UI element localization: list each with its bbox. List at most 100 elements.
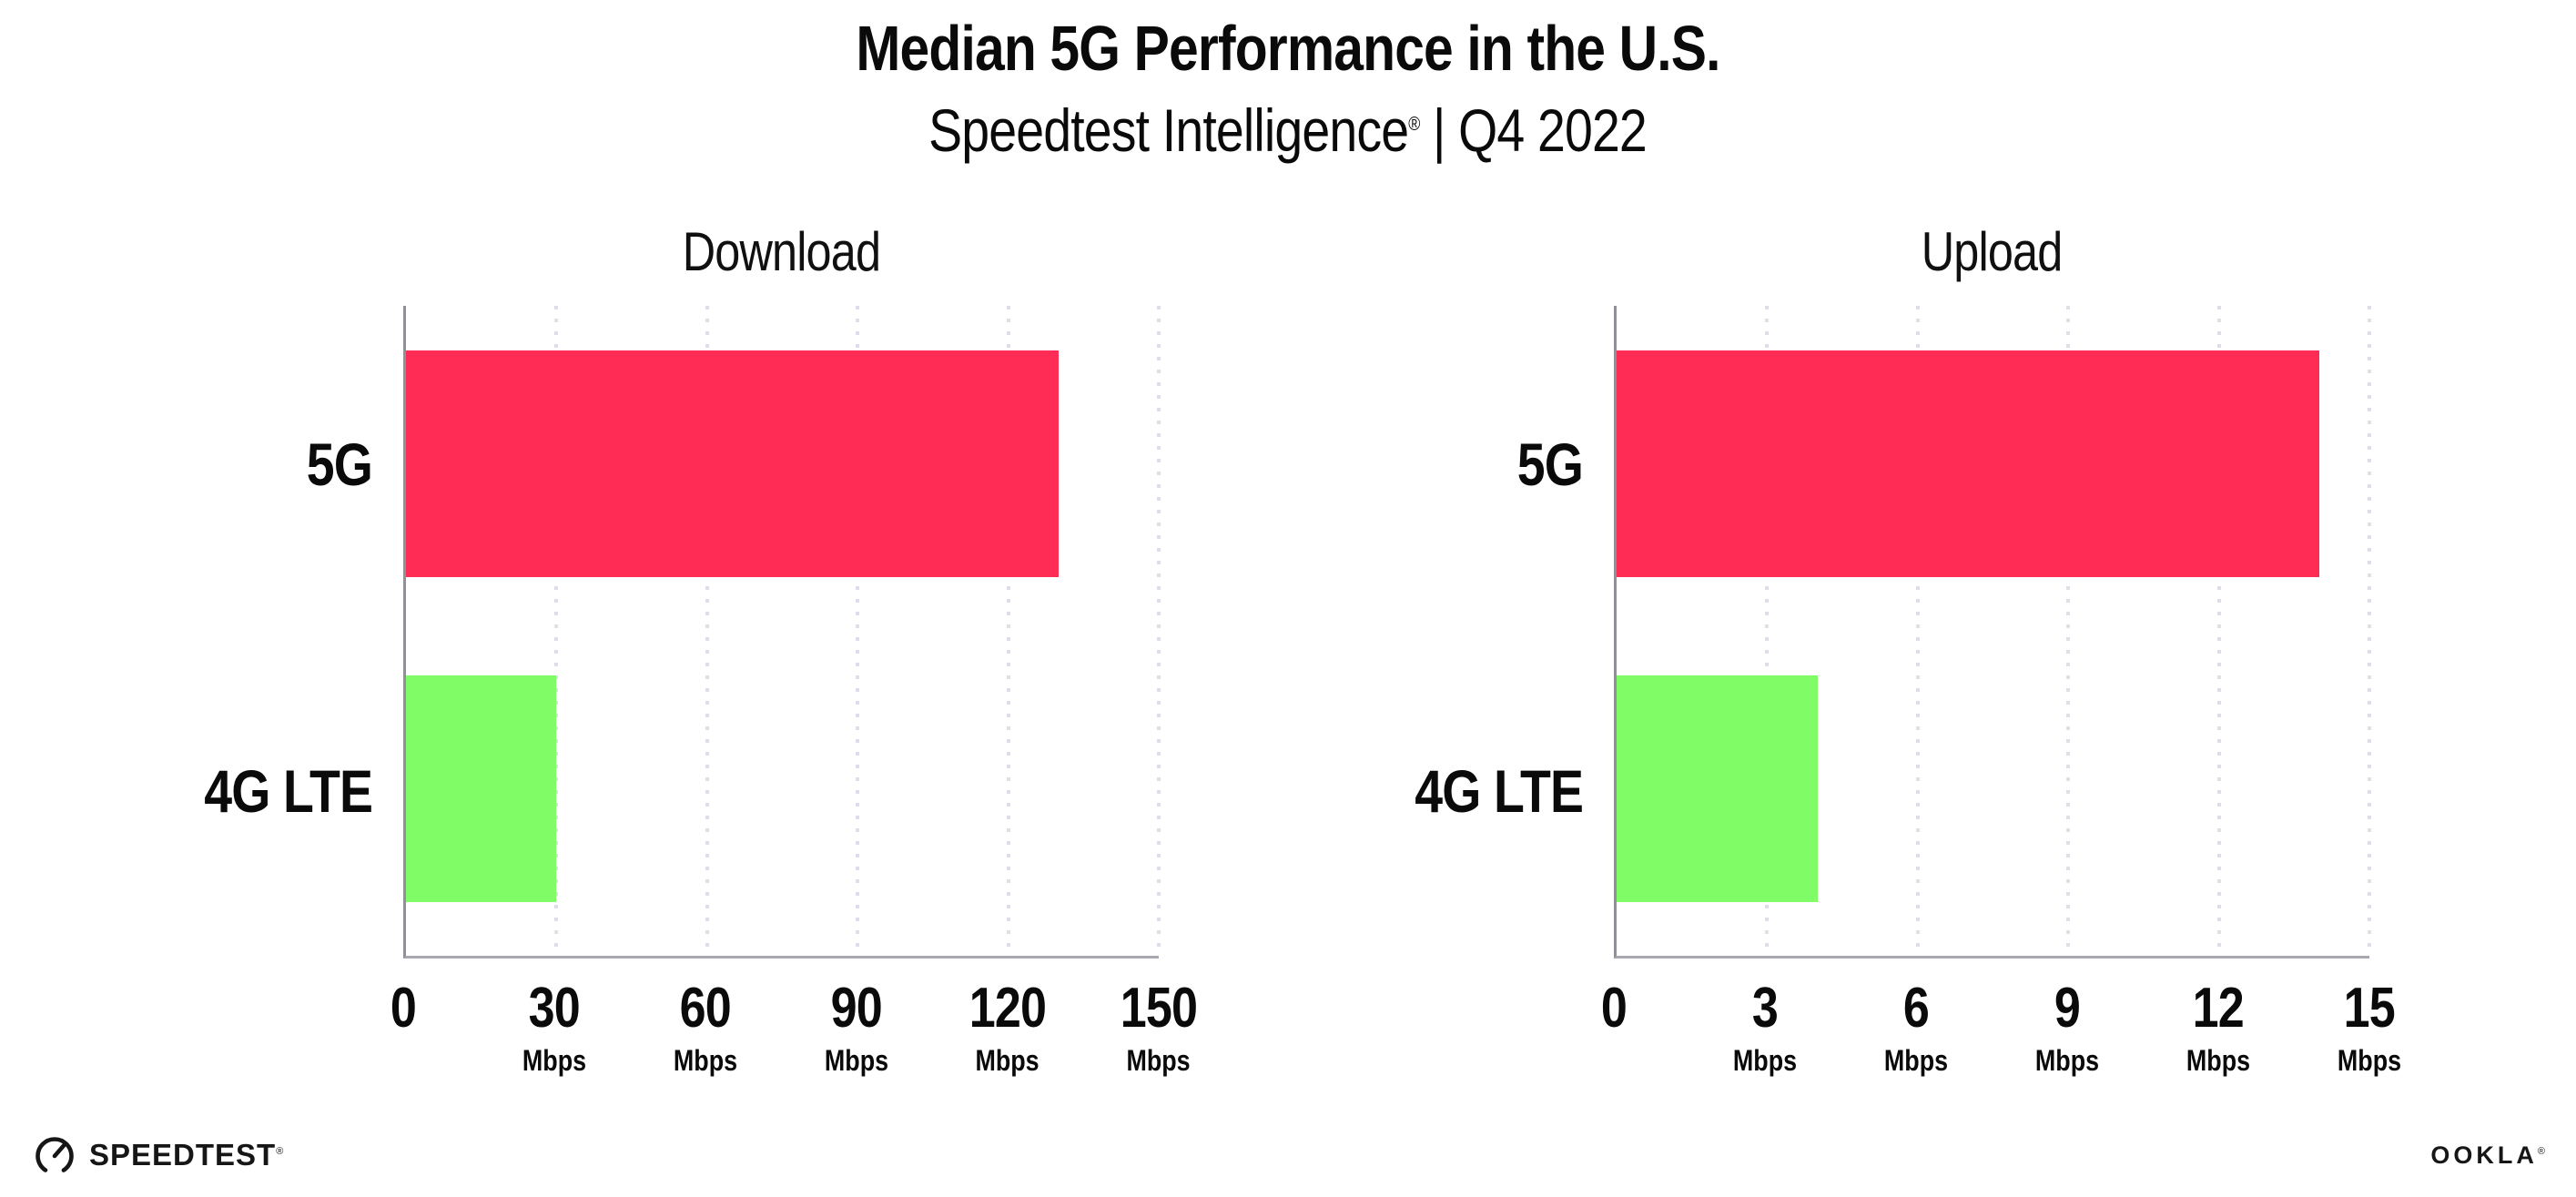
x-tick-label-text: 150 <box>1120 977 1198 1040</box>
x-tick-label-text: 0 <box>390 977 417 1040</box>
x-tick-label-text: 60 <box>679 977 732 1040</box>
x-tick-label-text: 12 <box>2192 977 2245 1040</box>
bar-5g-upload <box>1617 350 2319 578</box>
bar-4g-lte-upload <box>1617 675 1818 903</box>
speedtest-gauge-icon <box>35 1137 74 1175</box>
x-tick-label: 90 <box>827 980 887 1037</box>
page-title-text: Median 5G Performance in the U.S. <box>856 13 1720 84</box>
gridline-90-mbps-download <box>856 306 860 956</box>
page-subtitle: Speedtest Intelligence® | Q4 2022 <box>0 100 2576 160</box>
gridline-60-mbps-download <box>705 306 709 956</box>
x-tick-unit-text: Mbps <box>2034 1044 2100 1077</box>
chart-title-text-upload: Upload <box>1921 221 2064 282</box>
x-tick-label-text: 15 <box>2343 977 2396 1040</box>
x-tick-unit-text: Mbps <box>673 1044 738 1077</box>
gridline-15-mbps-upload <box>2368 306 2371 956</box>
x-tick-unit: Mbps <box>667 1046 744 1075</box>
bar-4g-lte-download <box>406 675 557 903</box>
x-tick-unit-text: Mbps <box>2186 1044 2251 1077</box>
ookla-wordmark: OOKLA® <box>2430 1141 2549 1169</box>
x-tick-30-download: 30 Mbps <box>516 980 593 1076</box>
ookla-logo: OOKLA® <box>2430 1141 2549 1170</box>
x-tick-label: 150 <box>1113 980 1204 1037</box>
gridline-120-mbps-download <box>1006 306 1010 956</box>
page-subtitle-text: Speedtest Intelligence® | Q4 2022 <box>929 100 1648 160</box>
category-labels-download: 5G 4G LTE <box>139 306 403 959</box>
subtitle-brand: Speedtest Intelligence <box>928 96 1410 164</box>
x-tick-label: 15 <box>2339 980 2400 1037</box>
x-tick-6-upload: 6 Mbps <box>1878 980 1954 1076</box>
gridline-3-mbps-upload <box>1765 306 1770 956</box>
category-label-5g-download: 5G <box>306 431 373 499</box>
speedtest-logo: SPEEDTEST® <box>33 1133 284 1177</box>
x-tick-9-upload: 9 Mbps <box>2029 980 2105 1076</box>
x-tick-label-text: 6 <box>1902 977 1930 1040</box>
x-tick-label-text: 90 <box>830 977 883 1040</box>
page-title: Median 5G Performance in the U.S. <box>0 16 2576 80</box>
x-tick-60-download: 60 Mbps <box>667 980 744 1076</box>
category-label-5g-upload: 5G <box>1516 431 1584 499</box>
subtitle-period: | Q4 2022 <box>1419 96 1648 164</box>
x-tick-label: 60 <box>675 980 736 1037</box>
x-tick-unit: Mbps <box>969 1046 1046 1075</box>
gridline-9-mbps-upload <box>2066 306 2071 956</box>
x-tick-unit-text: Mbps <box>1883 1044 1949 1077</box>
ookla-registered-mark-icon: ® <box>2537 1145 2549 1157</box>
x-tick-120-download: 120 Mbps <box>962 980 1053 1076</box>
speedtest-wordmark-text: SPEEDTEST <box>89 1138 277 1172</box>
x-tick-label: 6 <box>1901 980 1931 1037</box>
x-tick-unit: Mbps <box>1727 1046 1803 1075</box>
x-tick-label: 12 <box>2188 980 2249 1037</box>
speedtest-wordmark: SPEEDTEST® <box>89 1138 284 1172</box>
chart-download: Download 5G 4G LTE 0 30 Mbps 60 Mbps 90 Mbps 120 Mb… <box>139 217 1198 1095</box>
x-tick-unit: Mbps <box>818 1046 895 1075</box>
chart-title-upload: Upload <box>1614 217 2369 306</box>
x-tick-unit: Mbps <box>1878 1046 1954 1075</box>
gridline-6-mbps-upload <box>1915 306 1920 956</box>
charts-row: Download 5G 4G LTE 0 30 Mbps 60 Mbps 90 Mbps 120 Mb… <box>0 217 2576 1095</box>
x-tick-15-upload: 15 Mbps <box>2331 980 2408 1076</box>
chart-upload: Upload 5G 4G LTE 0 3 Mbps 6 Mbps 9 Mbps 12 Mbps 15 Mb… <box>1350 217 2401 1095</box>
x-tick-label: 30 <box>524 980 585 1037</box>
x-tick-150-download: 150 Mbps <box>1113 980 1204 1076</box>
x-tick-unit-text: Mbps <box>975 1044 1040 1077</box>
bar-5g-download <box>406 350 1059 578</box>
x-tick-unit-text: Mbps <box>2337 1044 2402 1077</box>
ookla-wordmark-text: OOKLA <box>2430 1141 2538 1169</box>
x-axis-upload: 0 3 Mbps 6 Mbps 9 Mbps 12 Mbps 15 Mbps <box>1601 959 2401 1095</box>
x-tick-label: 3 <box>1749 980 1780 1037</box>
x-tick-unit: Mbps <box>2029 1046 2105 1075</box>
x-tick-3-upload: 3 Mbps <box>1727 980 1803 1076</box>
gridline-30-mbps-download <box>554 306 559 956</box>
x-tick-label-text: 120 <box>969 977 1047 1040</box>
x-tick-label-text: 9 <box>2054 977 2081 1040</box>
gridline-150-mbps-download <box>1157 306 1161 956</box>
category-labels-upload: 5G 4G LTE <box>1350 306 1614 959</box>
plot-area-upload <box>1614 306 2371 959</box>
category-label-4g-lte-upload: 4G LTE <box>1415 756 1584 825</box>
x-tick-unit: Mbps <box>516 1046 593 1075</box>
plot-area-download <box>403 306 1161 959</box>
category-label-4g-lte-download: 4G LTE <box>204 756 373 825</box>
x-tick-label: 0 <box>388 980 418 1037</box>
registered-mark-icon: ® <box>1408 114 1421 135</box>
speedtest-registered-mark-icon: ® <box>276 1146 285 1157</box>
chart-title-download: Download <box>403 217 1159 306</box>
gridline-12-mbps-upload <box>2216 306 2221 956</box>
x-tick-label: 9 <box>2052 980 2082 1037</box>
x-tick-unit-text: Mbps <box>1126 1044 1192 1077</box>
x-tick-unit-text: Mbps <box>522 1044 587 1077</box>
x-tick-label-text: 30 <box>528 977 581 1040</box>
x-tick-12-upload: 12 Mbps <box>2180 980 2257 1077</box>
footer: SPEEDTEST® OOKLA® <box>33 1133 2549 1177</box>
chart-title-text-download: Download <box>682 221 880 282</box>
x-tick-unit: Mbps <box>2331 1046 2408 1075</box>
x-tick-label: 120 <box>962 980 1053 1037</box>
x-tick-unit: Mbps <box>1121 1046 1197 1075</box>
x-axis-download: 0 30 Mbps 60 Mbps 90 Mbps 120 Mbps 150 Mbps <box>390 959 1198 1095</box>
x-tick-label-text: 3 <box>1751 977 1779 1040</box>
x-tick-0-upload: 0 <box>1598 980 1628 1037</box>
x-tick-unit-text: Mbps <box>1732 1044 1798 1077</box>
x-tick-90-download: 90 Mbps <box>818 980 895 1076</box>
